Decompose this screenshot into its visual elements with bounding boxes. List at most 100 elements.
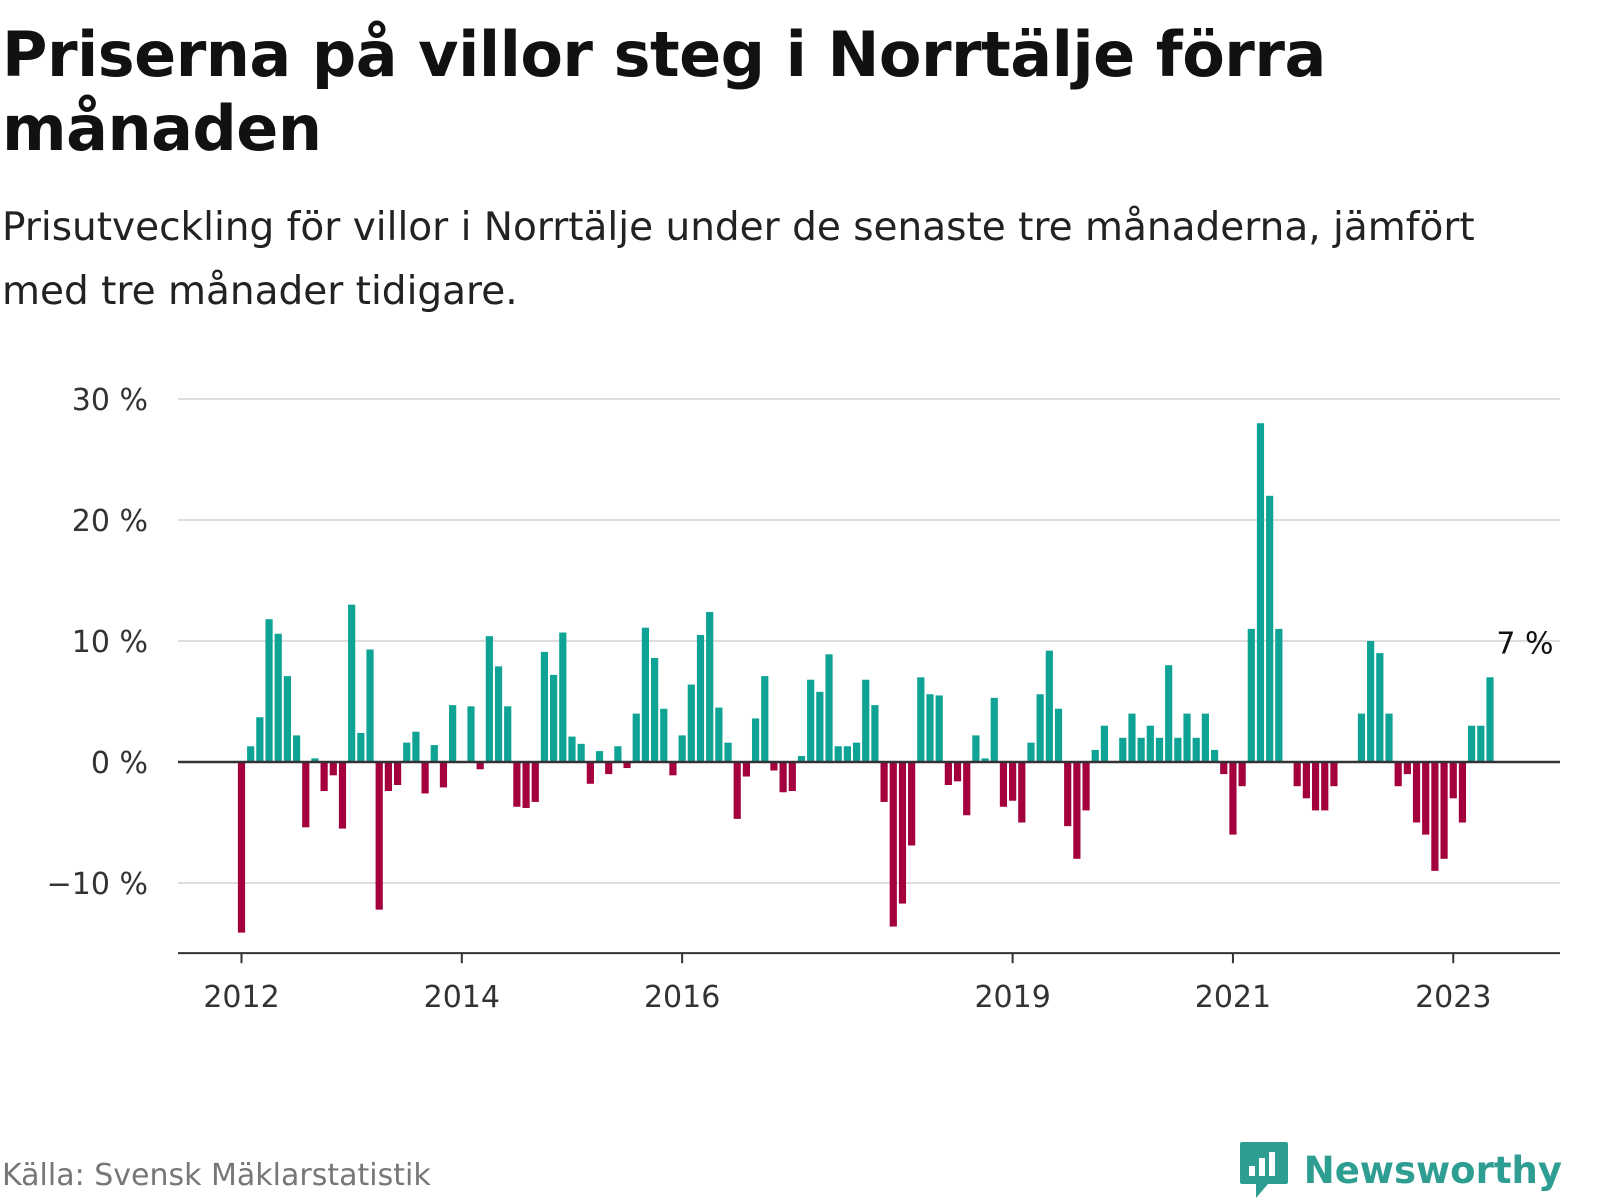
bar-positive — [641, 627, 650, 762]
bar-negative — [1412, 762, 1421, 823]
bar-positive — [357, 732, 365, 762]
bar-negative — [421, 762, 429, 794]
bar-negative — [476, 762, 484, 770]
bar-positive — [917, 677, 925, 762]
bar-positive — [1155, 737, 1164, 762]
bar-positive — [724, 742, 732, 762]
bar-negative — [1330, 762, 1338, 787]
bar-positive — [1146, 725, 1154, 762]
bar-positive — [715, 707, 723, 762]
bar-positive — [1376, 653, 1384, 762]
bar-negative — [999, 762, 1008, 807]
bar-positive — [825, 654, 833, 762]
bar-positive — [1266, 495, 1274, 762]
bar-positive — [751, 718, 760, 762]
bar-negative — [1431, 762, 1439, 871]
x-axis-ticks: 2012 2014 2016 2019 2021 2023 — [203, 953, 1491, 1015]
bar-positive — [614, 746, 622, 762]
bar-positive — [1486, 677, 1494, 762]
bar-positive — [550, 674, 558, 762]
bar-negative — [1064, 762, 1072, 827]
y-tick-label: 10 % — [72, 625, 148, 660]
bar-positive — [1091, 749, 1099, 762]
bar-negative — [329, 762, 337, 776]
bar-positive — [283, 676, 291, 762]
bar-positive — [311, 758, 319, 762]
bar-negative — [586, 762, 594, 784]
bar-positive — [687, 684, 695, 762]
bar-negative — [1302, 762, 1310, 799]
bar-negative — [1311, 762, 1320, 811]
bar-negative — [1440, 762, 1448, 859]
bar-negative — [338, 762, 347, 829]
bar-positive — [926, 694, 934, 762]
bar-negative — [375, 762, 383, 910]
bar-positive — [696, 634, 705, 762]
bar-negative — [531, 762, 539, 802]
brand-name: Newsworthy — [1303, 1148, 1562, 1192]
bar-positive — [1357, 713, 1366, 762]
bar-negative — [908, 762, 916, 846]
bar-positive — [1275, 628, 1283, 762]
last-value-label: 7 % — [1496, 626, 1553, 661]
bar-positive — [412, 731, 420, 762]
chart-subtitle: Prisutveckling för villor i Norrtälje un… — [2, 205, 1475, 314]
bar-positive — [852, 742, 861, 762]
annotations: 7 % — [1496, 626, 1553, 661]
bar-positive — [292, 735, 301, 762]
bar-positive — [1210, 749, 1219, 762]
x-tick-label: 2014 — [424, 980, 500, 1015]
x-tick-label: 2016 — [644, 980, 720, 1015]
bar-negative — [1229, 762, 1237, 835]
bar-positive — [935, 695, 943, 762]
bar-negative — [1449, 762, 1457, 799]
bar-positive — [1183, 713, 1191, 762]
y-tick-label: 0 % — [91, 746, 148, 781]
bar-positive — [540, 651, 549, 762]
bar-positive — [1247, 628, 1255, 762]
bar-positive — [678, 735, 686, 762]
bar-negative — [1422, 762, 1430, 835]
bar-positive — [485, 636, 493, 762]
y-tick-label: 20 % — [72, 504, 148, 539]
bar-positive — [816, 691, 824, 762]
bar-negative — [320, 762, 328, 792]
bar-positive — [1100, 725, 1109, 762]
bar-negative — [522, 762, 530, 808]
bar-negative — [1082, 762, 1090, 811]
bar-positive — [467, 706, 475, 762]
bar-positive — [1036, 694, 1044, 762]
bar-negative — [944, 762, 952, 785]
bar-positive — [651, 657, 659, 762]
bar-positive — [403, 742, 411, 762]
bar-negative — [898, 762, 907, 904]
bar-negative — [788, 762, 796, 792]
bar-positive — [1027, 742, 1035, 762]
bar-positive — [972, 735, 980, 762]
bar-positive — [256, 717, 264, 762]
bar-positive — [568, 736, 576, 762]
bar-chart: −10 % 0 % 10 % 20 % 30 % 2012 2014 2016 2019 202… — [47, 383, 1560, 1015]
bar-positive — [1128, 713, 1136, 762]
newsworthy-logo-icon — [1239, 1142, 1288, 1198]
bar-negative — [1238, 762, 1246, 787]
bar-negative — [779, 762, 787, 793]
bar-positive — [430, 745, 438, 762]
bar-positive — [843, 746, 851, 762]
bar-positive — [1477, 725, 1485, 762]
bar-positive — [1367, 641, 1375, 762]
bar-negative — [439, 762, 448, 788]
bar-negative — [605, 762, 613, 775]
bar-negative — [393, 762, 402, 785]
bar-negative — [963, 762, 971, 816]
bar-negative — [733, 762, 741, 819]
bar-negative — [742, 762, 750, 777]
bar-positive — [981, 758, 989, 762]
bar-negative — [1009, 762, 1017, 801]
bar-negative — [1321, 762, 1329, 811]
axes — [178, 760, 1560, 955]
bar-positive — [1256, 423, 1265, 762]
bar-positive — [1165, 665, 1173, 762]
x-tick-label: 2021 — [1195, 980, 1271, 1015]
bar-positive — [1119, 737, 1127, 762]
